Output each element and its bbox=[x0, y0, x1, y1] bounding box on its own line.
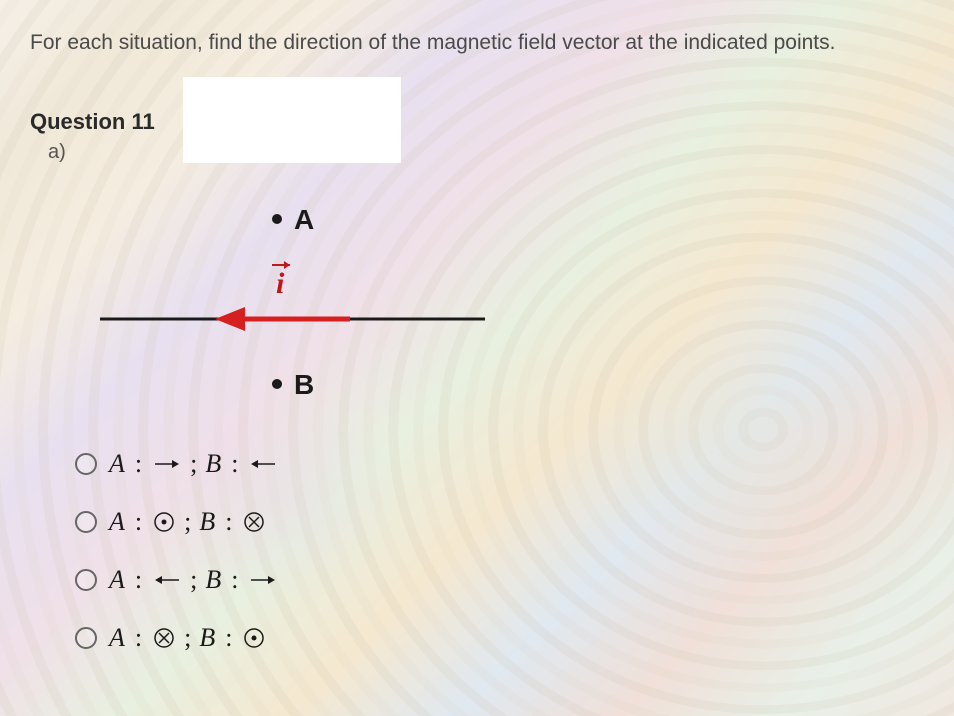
colon: : bbox=[135, 507, 142, 537]
colon: : bbox=[225, 507, 232, 537]
colon: : bbox=[135, 623, 142, 653]
option-label-b: B bbox=[205, 449, 221, 479]
option-label-a: A bbox=[109, 623, 125, 653]
point-b-label: B bbox=[294, 369, 314, 400]
current-vector-head bbox=[284, 261, 290, 269]
colon: : bbox=[231, 449, 238, 479]
option-3-text: A: ; B: bbox=[109, 565, 278, 595]
current-label: i bbox=[276, 267, 285, 300]
arrow-left-icon bbox=[152, 570, 182, 590]
option-4-text: A: ; B: bbox=[109, 623, 266, 653]
white-box bbox=[183, 77, 401, 163]
option-label-a: A bbox=[109, 449, 125, 479]
option-1-text: A: ; B: bbox=[109, 449, 278, 479]
option-1[interactable]: A: ; B: bbox=[75, 449, 924, 479]
radio-icon bbox=[75, 569, 97, 591]
current-arrow-head bbox=[215, 307, 245, 331]
semicolon: ; bbox=[184, 623, 191, 653]
circle-x-icon bbox=[242, 510, 266, 534]
instruction-text: For each situation, find the direction o… bbox=[30, 28, 850, 57]
semicolon: ; bbox=[184, 507, 191, 537]
option-label-a: A bbox=[109, 565, 125, 595]
option-label-a: A bbox=[109, 507, 125, 537]
point-b-dot bbox=[272, 379, 282, 389]
option-label-b: B bbox=[205, 565, 221, 595]
options-list: A: ; B: A: ; B: bbox=[75, 449, 924, 653]
colon: : bbox=[135, 565, 142, 595]
option-4[interactable]: A: ; B: bbox=[75, 623, 924, 653]
option-2[interactable]: A: ; B: bbox=[75, 507, 924, 537]
semicolon: ; bbox=[190, 565, 197, 595]
colon: : bbox=[135, 449, 142, 479]
diagram-svg: A i B bbox=[90, 189, 490, 409]
circle-dot-icon bbox=[242, 626, 266, 650]
option-2-text: A: ; B: bbox=[109, 507, 266, 537]
part-label: a) bbox=[48, 141, 924, 164]
question-number: Question 11 bbox=[30, 77, 155, 135]
wire-diagram: A i B bbox=[90, 189, 924, 414]
colon: : bbox=[225, 623, 232, 653]
option-label-b: B bbox=[199, 507, 215, 537]
arrow-right-icon bbox=[248, 570, 278, 590]
radio-icon bbox=[75, 511, 97, 533]
radio-icon bbox=[75, 453, 97, 475]
circle-dot-icon bbox=[152, 510, 176, 534]
arrow-right-icon bbox=[152, 454, 182, 474]
colon: : bbox=[231, 565, 238, 595]
semicolon: ; bbox=[190, 449, 197, 479]
radio-icon bbox=[75, 627, 97, 649]
arrow-left-icon bbox=[248, 454, 278, 474]
content-area: For each situation, find the direction o… bbox=[0, 0, 954, 709]
point-a-dot bbox=[272, 214, 282, 224]
option-3[interactable]: A: ; B: bbox=[75, 565, 924, 595]
circle-x-icon bbox=[152, 626, 176, 650]
point-a-label: A bbox=[294, 204, 314, 235]
option-label-b: B bbox=[199, 623, 215, 653]
